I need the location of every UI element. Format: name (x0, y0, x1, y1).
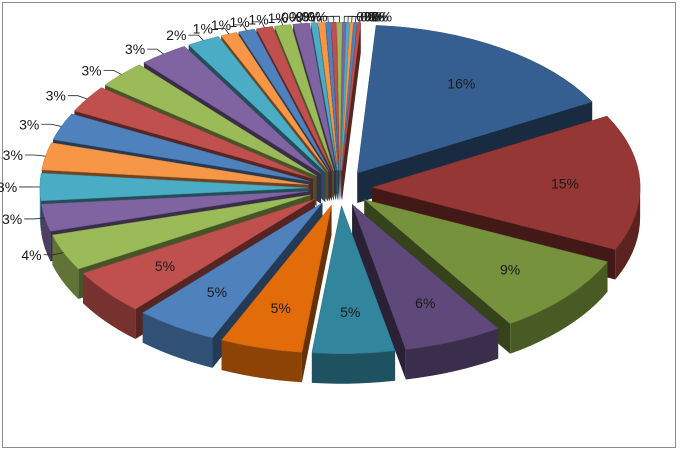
data-label: 3% (46, 88, 66, 104)
pie-slice-top (331, 22, 340, 171)
pie-slice-top (39, 172, 308, 202)
pie-slice-top (188, 36, 326, 173)
data-label: 1% (193, 21, 213, 37)
leader-line (147, 48, 164, 55)
data-label: 3% (3, 147, 23, 163)
leader-line (270, 19, 284, 26)
pie-slice-top (221, 204, 332, 353)
leader-line (358, 16, 370, 23)
pie-slice-top (142, 202, 323, 339)
data-label: 3% (19, 116, 39, 132)
data-label: 1% (211, 17, 231, 33)
data-label: 4% (21, 247, 41, 263)
data-label: 6% (415, 295, 435, 311)
data-label: 0% (289, 9, 309, 25)
data-label: 1% (230, 14, 250, 30)
data-label: 2% (166, 27, 186, 43)
pie-slice (311, 204, 396, 384)
data-label: 3% (125, 41, 145, 57)
pie-slice-top (371, 115, 641, 250)
pie-slice-rim (615, 187, 641, 280)
pie-slice (341, 22, 362, 201)
pie-slice-top (220, 32, 329, 172)
leader-line (24, 217, 45, 220)
data-label: 0% (296, 8, 316, 24)
pie-slice-top (41, 190, 309, 232)
pie-slice-top (351, 203, 499, 350)
data-label: 9% (500, 261, 520, 277)
data-label: 5% (155, 258, 175, 274)
pie-slice-top (357, 25, 593, 174)
data-label: 1% (268, 10, 288, 26)
data-label: 15% (551, 176, 579, 192)
pie-slice-top (256, 26, 333, 171)
pie-slice-wall (352, 204, 406, 380)
pie-slice (351, 203, 499, 380)
pie-slice-rim (52, 235, 79, 299)
pie-slice-top (311, 204, 396, 354)
leader-line (188, 34, 204, 41)
pie-slice-top (238, 28, 331, 172)
leader-line (289, 17, 302, 24)
leader-line (329, 15, 340, 23)
pie-slice-rim (510, 261, 608, 354)
pie-slice-top (318, 22, 339, 171)
pie-slice-wall (301, 205, 332, 383)
pie-slice-rim (41, 204, 51, 262)
data-label: 1% (248, 11, 268, 27)
pie-slice-top (341, 22, 362, 171)
leader-line (214, 28, 230, 35)
data-label: 0% (368, 9, 388, 25)
leader-line (41, 123, 62, 127)
pie-slice-top (336, 21, 343, 171)
pie-slice-rim (39, 187, 41, 231)
leader-line (103, 69, 122, 75)
data-label: 3% (81, 62, 101, 78)
data-label: 0% (301, 8, 321, 24)
pie-slice (221, 204, 332, 383)
pie-slice-top (364, 199, 608, 325)
data-label: 5% (271, 300, 291, 316)
data-label: 3% (0, 179, 17, 195)
data-label: 5% (207, 284, 227, 300)
leader-line (233, 24, 247, 31)
leader-line (251, 21, 265, 28)
data-label: 0% (281, 9, 301, 25)
data-label: 0% (372, 9, 392, 25)
pie-slice-rim (405, 328, 499, 380)
pie-slice-top (82, 198, 316, 310)
data-label: 3% (2, 211, 22, 227)
leader-line (343, 15, 355, 23)
pie-slice-top (143, 46, 322, 174)
pie-slice-rim (83, 273, 136, 340)
leader-line (43, 252, 64, 256)
leader-line (24, 154, 46, 157)
data-label: 0% (307, 8, 327, 24)
data-label: 0% (360, 8, 380, 24)
data-label: 0% (364, 8, 384, 24)
pie-slice-rim (142, 312, 213, 368)
pie-slice-rim (311, 350, 396, 384)
pie-slice-wall (342, 22, 361, 201)
data-label: 16% (447, 75, 475, 91)
pie-slice-top (52, 194, 311, 270)
data-label: 5% (340, 304, 360, 320)
leader-line (67, 95, 88, 100)
